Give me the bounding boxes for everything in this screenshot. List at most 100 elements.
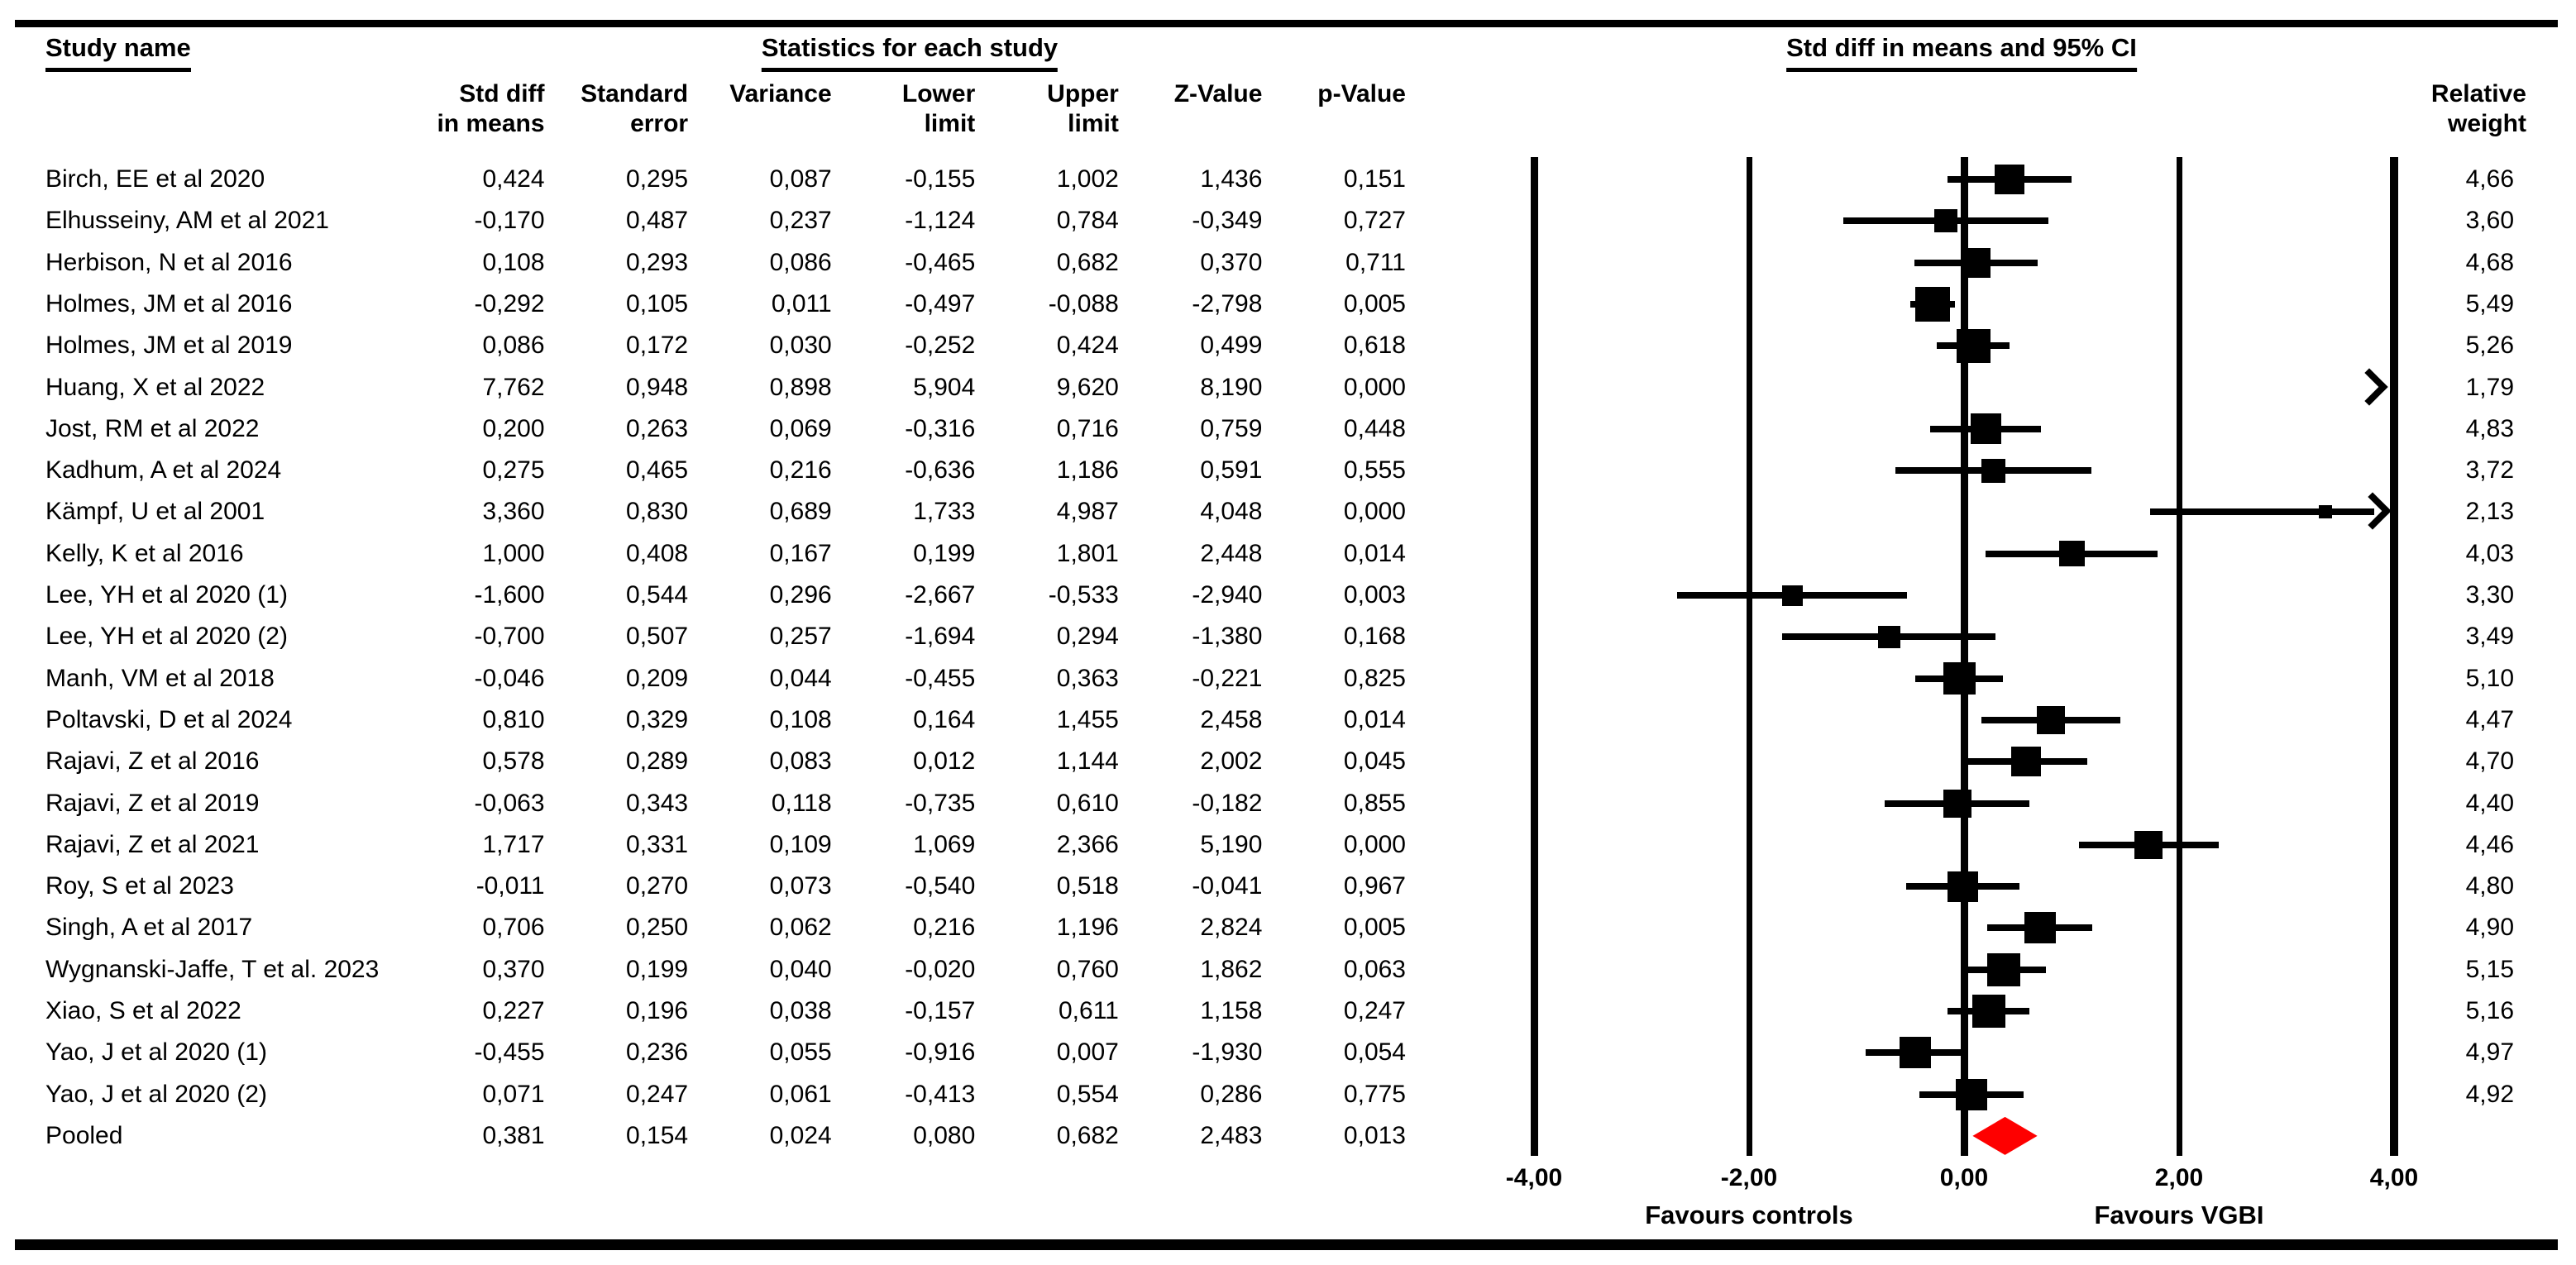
table-row: Holmes, JM et al 2016 -0,292 0,105 0,011 -0,… (45, 284, 1406, 325)
stat-cell: 0,296 (769, 581, 832, 609)
effect-square (1987, 952, 2021, 986)
effect-square (1961, 247, 1991, 278)
study-name-cell: Poltavski, D et al 2024 (45, 705, 293, 733)
weight-cell: 4,66 (2465, 165, 2514, 193)
stat-cell: 7,762 (482, 373, 545, 401)
study-name-cell: Singh, A et al 2017 (45, 914, 253, 942)
weight-cell (2349, 1115, 2514, 1157)
stat-cell: 1,000 (482, 539, 545, 567)
stat-cell: 0,381 (482, 1121, 545, 1149)
stat-cell: -2,940 (1192, 581, 1263, 609)
stat-cell: 0,855 (1343, 789, 1406, 817)
stat-cell: 0,216 (769, 456, 832, 485)
study-name-cell: Wygnanski-Jaffe, T et al. 2023 (45, 955, 380, 983)
study-name-cell: Rajavi, Z et al 2016 (45, 747, 260, 776)
tick-label: 4,00 (2369, 1164, 2419, 1191)
stat-cell: 0,109 (769, 830, 832, 858)
stat-cell: 0,003 (1343, 581, 1406, 609)
study-name-cell: Lee, YH et al 2020 (2) (45, 623, 288, 651)
weight-cell: 4,03 (2465, 539, 2514, 567)
stat-cell: 2,366 (1056, 830, 1119, 858)
stat-cell: -1,694 (905, 623, 976, 651)
study-name-cell: Jost, RM et al 2022 (45, 414, 260, 442)
stat-cell: -0,252 (905, 332, 976, 360)
table-row: Poltavski, D et al 2024 0,810 0,329 0,108 0,… (45, 699, 1406, 741)
stat-cell: 0,329 (626, 705, 689, 733)
stat-cell: 0,689 (769, 498, 832, 526)
table-row: Lee, YH et al 2020 (2) -0,700 0,507 0,257 -1… (45, 616, 1406, 657)
statistics-header: Statistics for each study (761, 33, 1059, 72)
favours-right-label: Favours VGBI (2094, 1201, 2264, 1229)
stat-cell: 0,507 (626, 623, 689, 651)
study-name-cell: Xiao, S et al 2022 (45, 997, 241, 1024)
stat-cell: -0,088 (1048, 289, 1119, 317)
study-name-cell: Rajavi, Z et al 2021 (45, 830, 260, 858)
stat-cell: 0,289 (626, 747, 689, 776)
stat-cell: 0,682 (1056, 248, 1119, 276)
stat-cell: 0,073 (769, 872, 832, 900)
relative-weight-header: Relative weight (2430, 80, 2526, 137)
weight-cell: 4,68 (2465, 248, 2514, 276)
study-name-cell: Yao, J et al 2020 (2) (45, 1080, 267, 1108)
stat-cell: 0,825 (1343, 664, 1406, 692)
stat-cell: 0,716 (1056, 414, 1119, 442)
effect-square (1971, 995, 2005, 1028)
ci-line (2150, 508, 2374, 516)
weight-cell: 4,90 (2465, 914, 2514, 942)
stat-cell: 1,186 (1056, 456, 1119, 485)
table-row: Kämpf, U et al 2001 3,360 0,830 0,689 1,733 4… (45, 491, 1406, 532)
stat-cell: 0,487 (626, 207, 689, 235)
stat-cell: 0,544 (626, 581, 689, 609)
stat-cell: 0,118 (771, 789, 832, 817)
stat-cell: 0,199 (913, 539, 976, 567)
stat-cell: 0,013 (1343, 1121, 1406, 1149)
effect-square (1877, 625, 1900, 648)
weight-cell: 5,10 (2465, 664, 2514, 692)
stat-cell: -0,063 (474, 789, 545, 817)
effect-square (1933, 209, 1957, 233)
stat-cell: 0,499 (1200, 332, 1263, 360)
stat-cell: 0,250 (626, 914, 689, 942)
stat-cell: 1,069 (913, 830, 976, 858)
stat-cell: 1,002 (1056, 165, 1119, 193)
stat-cell: 0,196 (626, 997, 689, 1024)
stat-cell: 0,810 (482, 705, 545, 733)
weight-cell: 4,92 (2465, 1080, 2514, 1108)
effect-square (1970, 413, 2001, 445)
table-row: Kelly, K et al 2016 1,000 0,408 0,167 0,199 1… (45, 533, 1406, 575)
column-header: Lower limit (901, 80, 976, 137)
stat-cell: 0,108 (482, 248, 545, 276)
stat-cell: -0,455 (474, 1038, 545, 1067)
stat-cell: 0,062 (769, 914, 832, 942)
stat-cell: 0,711 (1345, 248, 1406, 276)
stat-cell: 0,200 (482, 414, 545, 442)
stat-cell: 0,775 (1343, 1080, 1406, 1108)
table-row: Yao, J et al 2020 (2) 0,071 0,247 0,061 -0,4… (45, 1074, 1406, 1115)
study-name-cell: Elhusseiny, AM et al 2021 (45, 207, 329, 235)
stat-cell: 0,014 (1343, 705, 1406, 733)
effect-square (1943, 662, 1976, 695)
effect-square (2134, 830, 2163, 859)
table-row: Herbison, N et al 2016 0,108 0,293 0,086 -0,… (45, 242, 1406, 284)
stat-cell: 0,083 (769, 747, 832, 776)
study-name-cell: Kämpf, U et al 2001 (45, 498, 265, 526)
stat-cell: 0,007 (1056, 1038, 1119, 1067)
stat-cell: -0,465 (905, 248, 976, 276)
stat-cell: 8,190 (1200, 373, 1263, 401)
weight-cell: 4,83 (2465, 414, 2514, 442)
stat-cell: 0,363 (1056, 664, 1119, 692)
effect-square (1981, 458, 2006, 483)
weight-cell: 4,80 (2465, 872, 2514, 900)
effect-square (1956, 1078, 1988, 1110)
table-row: Rajavi, Z et al 2021 1,717 0,331 0,109 1,069… (45, 824, 1406, 866)
table-row: Xiao, S et al 2022 0,227 0,196 0,038 -0,157 0… (45, 991, 1406, 1032)
stat-cell: -1,124 (905, 207, 976, 235)
weight-cell: 4,46 (2465, 830, 2514, 858)
stat-cell: 0,610 (1056, 789, 1119, 817)
column-header-row: Std diff in means Standard error Variance L… (45, 79, 1406, 139)
stat-cell: 0,236 (626, 1038, 689, 1067)
top-border (15, 20, 2558, 27)
stat-cell: 0,257 (769, 623, 832, 651)
stat-cell: 5,904 (913, 373, 976, 401)
axis-line (1960, 157, 1968, 1156)
